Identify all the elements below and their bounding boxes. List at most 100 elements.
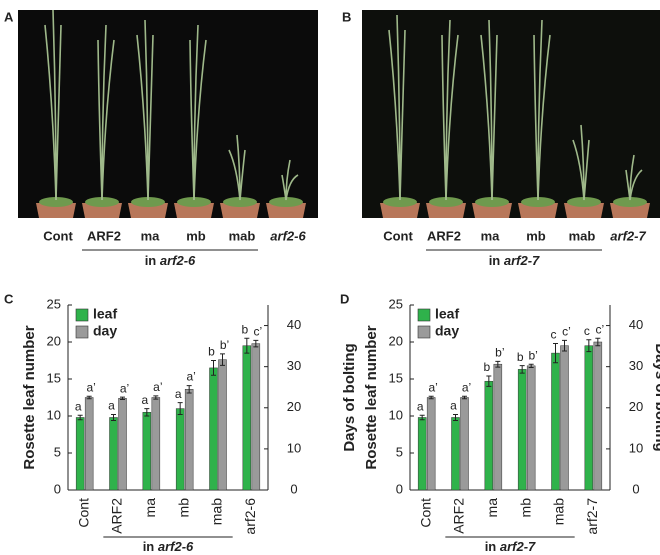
y2-tick-label: 40 xyxy=(287,317,301,332)
bar xyxy=(242,345,252,491)
error-bar xyxy=(120,396,125,401)
rosette xyxy=(39,197,73,207)
y-tick-label: 15 xyxy=(389,370,403,385)
significance-label: c’ xyxy=(562,325,571,339)
bar xyxy=(142,412,152,491)
rosette xyxy=(475,197,509,207)
error-bar xyxy=(419,414,425,421)
stem xyxy=(445,34,459,201)
bar xyxy=(184,389,194,491)
stem xyxy=(537,34,551,201)
legend-label: leaf xyxy=(93,306,117,322)
error-bar xyxy=(428,395,434,400)
legend-swatch xyxy=(417,308,431,322)
bar xyxy=(426,397,436,491)
x-tick-label: ARF2 xyxy=(109,498,125,534)
plant-label: mb xyxy=(526,228,546,243)
x-tick-label: mab xyxy=(209,498,225,525)
significance-label: a’ xyxy=(86,380,95,394)
bar xyxy=(517,369,527,491)
bar xyxy=(118,398,127,491)
error-bar xyxy=(453,414,458,421)
significance-label: a’ xyxy=(120,381,129,395)
significance-label: b xyxy=(483,360,490,374)
plant-label: Cont xyxy=(383,228,413,243)
bar xyxy=(75,417,85,491)
significance-label: c’ xyxy=(595,322,604,336)
bar xyxy=(84,397,94,491)
bar xyxy=(560,345,569,491)
y2-tick-label: 0 xyxy=(632,481,639,496)
significance-label: a’ xyxy=(153,380,162,394)
legend-swatch xyxy=(417,325,431,339)
bar xyxy=(251,343,261,491)
pot xyxy=(380,203,420,218)
legend-label: day xyxy=(435,323,459,339)
stem xyxy=(193,39,207,201)
x-tick-label: mb xyxy=(517,498,533,518)
y-tick-label: 25 xyxy=(47,296,61,311)
bar xyxy=(460,397,469,491)
y2-tick-label: 20 xyxy=(629,399,643,414)
group-label: in arf2-7 xyxy=(489,253,540,268)
bar xyxy=(218,359,227,491)
error-bar xyxy=(144,408,150,417)
error-bar xyxy=(77,414,83,421)
x-tick-label: ARF2 xyxy=(451,498,467,534)
y2-tick-label: 0 xyxy=(290,481,297,496)
bar xyxy=(209,367,218,491)
significance-label: a xyxy=(175,387,182,401)
bar xyxy=(526,365,536,491)
bar xyxy=(551,352,560,491)
group-name: arf2-7 xyxy=(504,253,540,268)
bar xyxy=(593,341,603,491)
stem xyxy=(55,24,62,201)
group-name: arf2-6 xyxy=(158,539,194,554)
bar xyxy=(484,380,494,491)
y2-tick-label: 30 xyxy=(629,358,643,373)
plant-label: ARF2 xyxy=(87,228,121,243)
pot xyxy=(610,203,650,218)
y-tick-label: 15 xyxy=(47,370,61,385)
error-bar xyxy=(111,414,116,421)
group-label: in arf2-7 xyxy=(485,539,536,554)
panel-letter: B xyxy=(342,9,351,24)
significance-label: c xyxy=(551,328,557,342)
y-tick-label: 25 xyxy=(389,296,403,311)
x-tick-label: Cont xyxy=(417,498,433,528)
y2-tick-label: 10 xyxy=(287,440,301,455)
rosette xyxy=(567,197,601,207)
rosette xyxy=(383,197,417,207)
rosette xyxy=(131,197,165,207)
group-prefix: in xyxy=(485,539,497,554)
plant-label: ma xyxy=(481,228,501,243)
y2-tick-label: 20 xyxy=(287,399,301,414)
significance-label: a xyxy=(450,399,457,413)
significance-label: c xyxy=(584,324,590,338)
x-tick-label: ma xyxy=(142,498,158,518)
rosette xyxy=(177,197,211,207)
significance-label: b’ xyxy=(528,348,537,362)
group-prefix: in xyxy=(489,253,501,268)
legend-label: leaf xyxy=(435,306,459,322)
y2-tick-label: 40 xyxy=(629,317,643,332)
pot xyxy=(174,203,214,218)
y-tick-label: 5 xyxy=(54,444,61,459)
bar xyxy=(175,408,185,491)
y-tick-label: 20 xyxy=(389,333,403,348)
panel-letter: A xyxy=(4,9,14,24)
stem xyxy=(101,39,115,201)
error-bar xyxy=(586,339,592,353)
error-bar xyxy=(462,395,467,400)
rosette xyxy=(223,197,257,207)
stem xyxy=(399,29,406,201)
bar xyxy=(417,417,427,491)
group-prefix: in xyxy=(145,253,157,268)
stem xyxy=(491,34,498,201)
rosette xyxy=(269,197,303,207)
pot xyxy=(82,203,122,218)
stem xyxy=(239,149,246,201)
bar xyxy=(151,397,161,491)
legend-label: day xyxy=(93,323,117,339)
